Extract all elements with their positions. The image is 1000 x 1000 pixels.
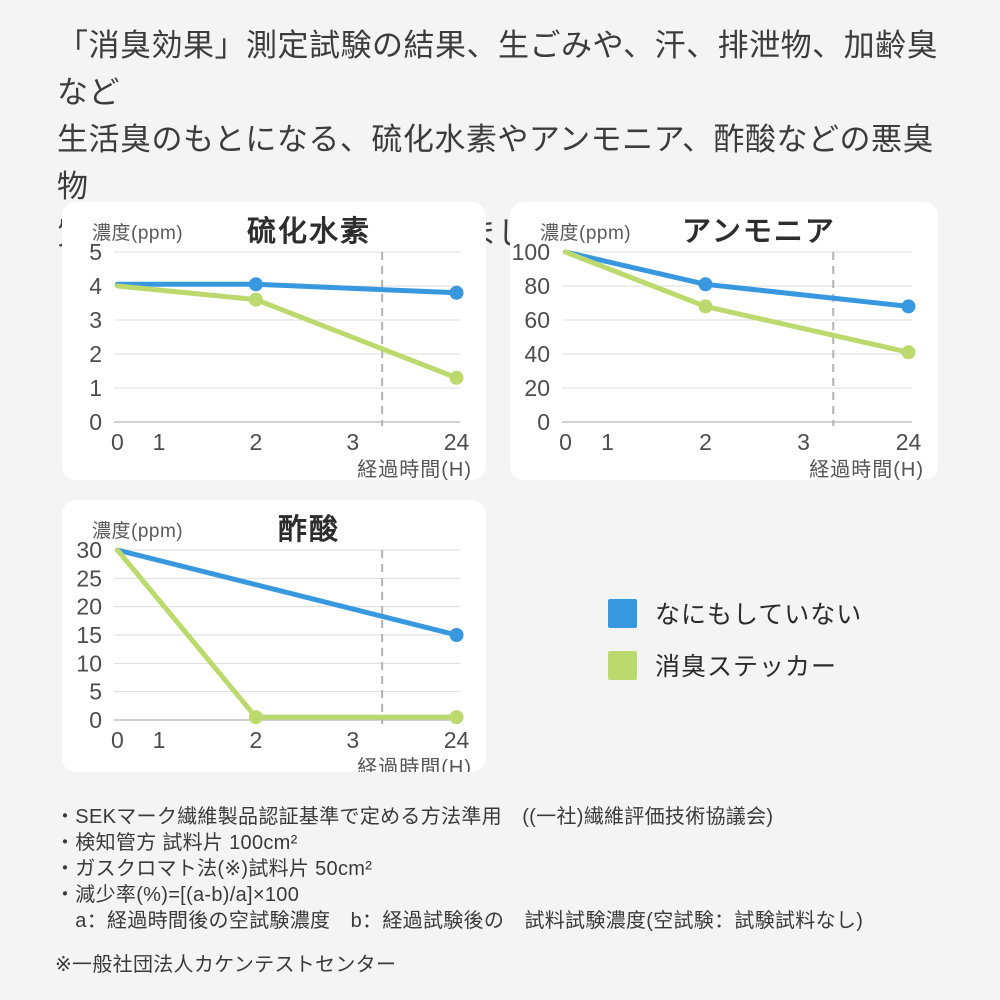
y-tick-label: 0: [537, 409, 550, 435]
legend-swatch-green: [608, 650, 637, 680]
legend-item-deodorant-sticker: 消臭ステッカー: [608, 650, 862, 681]
y-tick-label: 0: [89, 409, 102, 435]
data-point-marker: [248, 277, 263, 292]
footnote-reduction-formula: ・減少率(%)=[(a-b)/a]×100: [55, 884, 300, 906]
data-point-marker: [248, 292, 263, 307]
data-point-marker: [449, 285, 464, 300]
y-tick-label: 30: [76, 537, 102, 563]
x-tick-label: 24: [896, 429, 922, 455]
data-point-marker: [698, 277, 713, 292]
footnotes: ・SEKマーク繊維製品認証基準で定める方法準用 ((一社)繊維評価技術協議会) …: [55, 804, 965, 978]
data-point-marker: [901, 299, 916, 314]
x-tick-label: 1: [153, 727, 166, 753]
x-tick-label: 2: [699, 429, 712, 455]
y-tick-label: 2: [89, 341, 102, 367]
y-tick-label: 20: [524, 375, 550, 401]
y-tick-label: 20: [76, 594, 102, 620]
series-line: [563, 249, 911, 309]
y-tick-label: 5: [89, 239, 102, 265]
y-axis-unit-label: 濃度(ppm): [540, 223, 632, 244]
y-tick-label: 100: [512, 239, 550, 265]
legend-label-deodorant-sticker: 消臭ステッカー: [655, 653, 838, 681]
x-tick-label: 0: [111, 727, 124, 753]
footnote-detector-tube: ・検知管方 試料片 100cm²: [55, 832, 298, 854]
footnote-method: ・SEKマーク繊維製品認証基準で定める方法準用 ((一社)繊維評価技術協議会): [55, 806, 774, 828]
x-tick-label: 24: [444, 429, 470, 455]
data-point-marker: [248, 710, 263, 725]
y-tick-label: 4: [89, 273, 102, 299]
x-tick-label: 3: [797, 429, 810, 455]
x-tick-label: 1: [601, 429, 614, 455]
data-point-marker: [698, 299, 713, 314]
y-axis-unit-label: 濃度(ppm): [92, 521, 184, 542]
y-tick-label: 0: [89, 707, 102, 733]
data-point-marker: [449, 710, 464, 725]
chart-panel-ammonia: 濃度(ppm) アンモニア 0 20 40 60 80 100 0 1 2 3 24 経過時間(H): [510, 202, 938, 480]
legend-item-untreated: なにもしていない: [608, 598, 863, 629]
x-tick-label: 3: [346, 429, 359, 455]
legend-label-untreated: なにもしていない: [655, 601, 863, 629]
x-tick-label: 2: [249, 727, 262, 753]
x-tick-label: 1: [153, 429, 166, 455]
y-tick-label: 1: [89, 375, 102, 401]
chart-panel-acetic-acid: 濃度(ppm) 酢酸 0 5 10 15 20 25 30 0 1 2 3 24 経過時間(H): [62, 500, 486, 772]
y-tick-label: 15: [76, 622, 102, 648]
x-axis-label: 経過時間(H): [357, 756, 472, 772]
y-tick-label: 25: [76, 565, 102, 591]
data-point-marker: [449, 370, 464, 385]
y-tick-label: 10: [76, 650, 102, 676]
y-tick-label: 40: [524, 341, 550, 367]
x-tick-label: 24: [444, 727, 470, 753]
y-axis-unit-label: 濃度(ppm): [92, 223, 184, 244]
x-tick-label: 0: [559, 429, 572, 455]
chart-title-ammonia: アンモニア: [682, 216, 836, 248]
chart-title-acetic-acid: 酢酸: [277, 514, 340, 546]
x-tick-label: 3: [346, 727, 359, 753]
data-point-marker: [901, 345, 916, 360]
legend-swatch-blue: [608, 598, 637, 628]
chart-panel-hydrogen-sulfide: 濃度(ppm) 硫化水素 0 1 2 3 4 5 0 1 2 3 24 経過時間(H): [62, 202, 486, 480]
data-point-marker: [449, 628, 464, 642]
line-chart-hydrogen-sulfide: 0 1 2 3 4 5 0 1 2 3 24 経過時間(H): [89, 239, 472, 480]
y-tick-label: 60: [524, 307, 550, 333]
line-chart-ammonia: 0 20 40 60 80 100 0 1 2 3 24 経過時間(H): [512, 239, 924, 480]
x-axis-label: 経過時間(H): [357, 458, 472, 480]
footnote-test-center: ※一般社団法人カケンテストセンター: [55, 954, 397, 976]
legend: なにもしていない 消臭ステッカー: [608, 598, 862, 702]
x-tick-label: 2: [249, 429, 262, 455]
series-line: [114, 283, 460, 381]
series-line: [114, 547, 460, 638]
x-tick-label: 0: [111, 429, 124, 455]
footnote-formula-terms: a：経過時間後の空試験濃度 b：経過試験後の 試料試験濃度(空試験：試験試料なし…: [55, 910, 864, 932]
footnote-gas-chromatography: ・ガスクロマト法(※)試料片 50cm²: [55, 858, 373, 880]
chart-title-hydrogen-sulfide: 硫化水素: [246, 216, 371, 248]
x-axis-label: 経過時間(H): [809, 458, 924, 480]
y-tick-label: 80: [524, 273, 550, 299]
y-tick-label: 5: [89, 679, 102, 705]
y-tick-label: 3: [89, 307, 102, 333]
